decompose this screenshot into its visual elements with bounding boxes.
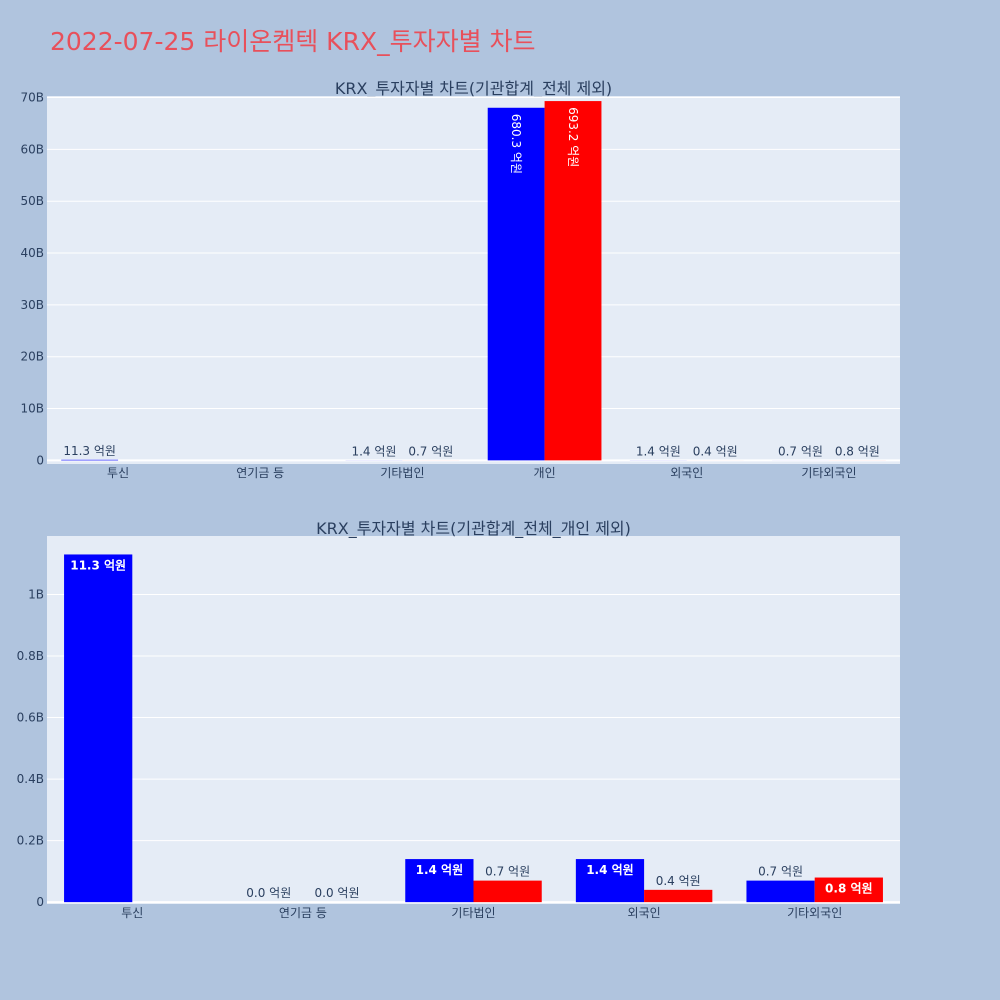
chart2-bar (746, 880, 815, 903)
chart1-data-label: 1.4 억원 (351, 444, 396, 458)
chart1-y-tick-label: 10B (20, 402, 44, 416)
chart1-x-tick-label: 투신 (107, 466, 129, 480)
chart2-bar (473, 880, 542, 903)
chart1-x-tick-label: 연기금 등 (236, 466, 284, 480)
chart2-bar (644, 889, 713, 903)
chart2-x-tick-label: 투신 (121, 906, 143, 920)
chart1-y-tick-label: 20B (20, 350, 44, 364)
chart1-y-tick-label: 50B (20, 194, 44, 208)
chart2-y-tick-label: 0 (36, 895, 44, 909)
chart2-y-tick-label: 0.8B (17, 649, 44, 663)
chart2-x-tick-label: 연기금 등 (279, 906, 327, 920)
chart1-bar (544, 101, 602, 461)
chart1-title: KRX_투자자별 차트(기관합계_전체 제외) (335, 79, 612, 99)
chart2-x-tick-label: 기타외국인 (787, 906, 842, 920)
chart2-data-label: 1.4 억원 (586, 863, 634, 877)
chart2-y-tick-label: 0.2B (17, 834, 44, 848)
chart1-data-label: 0.7 억원 (408, 444, 453, 458)
chart1-y-tick-label: 40B (20, 246, 44, 260)
chart1-x-tick-label: 기타외국인 (801, 466, 856, 480)
chart2-x-tick-label: 기타법인 (451, 906, 495, 920)
chart2-data-label: 11.3 억원 (70, 558, 126, 572)
chart1-data-label: 0.7 억원 (778, 444, 823, 458)
chart2-data-label: 0.4 억원 (656, 874, 701, 888)
chart2-data-label: 0.8 억원 (825, 882, 873, 896)
chart1-data-label: 680.3 억원 (509, 114, 523, 174)
chart2-data-label: 0.7 억원 (758, 865, 803, 879)
chart1-data-label: 1.4 억원 (636, 444, 681, 458)
chart2-x-tick-label: 외국인 (628, 906, 661, 920)
chart2-bar (405, 859, 474, 903)
chart2-bar (575, 859, 645, 903)
chart2-plot-area (47, 536, 900, 904)
chart1-data-label: 0.8 억원 (835, 444, 880, 458)
chart2-y-tick-label: 0.6B (17, 711, 44, 725)
chart2-y-tick-label: 1B (28, 587, 44, 601)
chart2-data-label: 0.0 억원 (315, 886, 360, 900)
chart2-data-label: 0.7 억원 (485, 865, 530, 879)
chart2-y-tick-label: 0.4B (17, 772, 44, 786)
chart1-plot-area (47, 96, 900, 464)
chart1-y-tick-label: 60B (20, 142, 44, 156)
chart1-x-tick-label: 외국인 (670, 466, 703, 480)
chart2-bar (814, 877, 883, 903)
chart1-data-label: 0.4 억원 (693, 444, 738, 458)
chart1-y-tick-label: 30B (20, 298, 44, 312)
chart1-data-label: 693.2 억원 (566, 107, 580, 167)
chart1-bar (61, 459, 119, 461)
chart1-y-tick-label: 70B (20, 91, 44, 105)
chart1-x-tick-label: 기타법인 (380, 466, 424, 480)
chart1-x-tick-label: 개인 (534, 466, 556, 480)
chart1-y-tick-label: 0 (36, 453, 44, 467)
chart2-bar (64, 554, 133, 903)
chart2-title: KRX_투자자별 차트(기관합계_전체_개인 제외) (316, 519, 631, 539)
chart1-data-label: 11.3 억원 (63, 444, 116, 458)
chart2-data-label: 1.4 억원 (416, 863, 464, 877)
chart1-bar (487, 107, 545, 461)
chart2-data-label: 0.0 억원 (246, 886, 291, 900)
page-title: 2022-07-25 라이온켐텍 KRX_투자자별 차트 (50, 27, 536, 56)
